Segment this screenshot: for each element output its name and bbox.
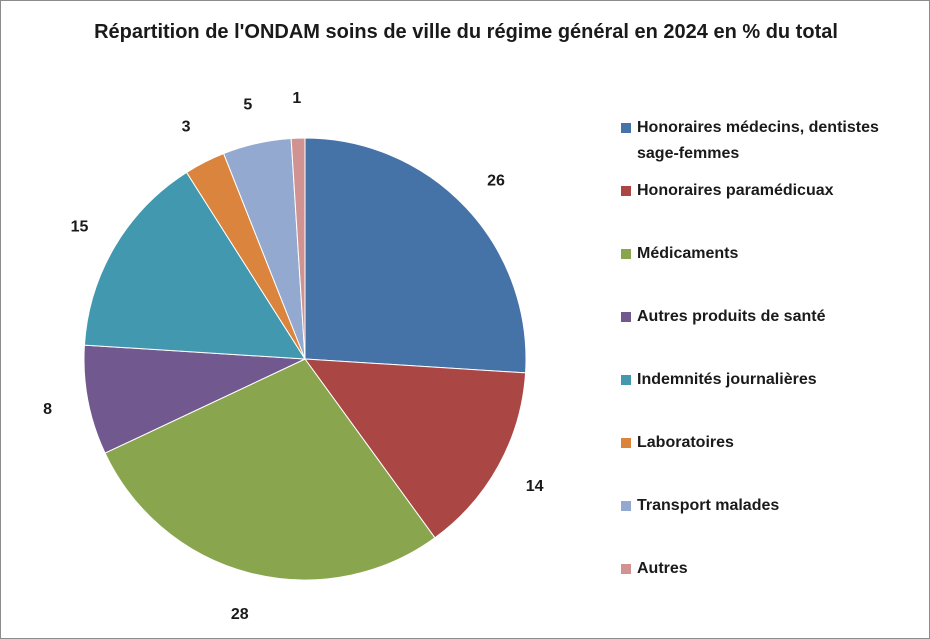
- pie-slice: [290, 137, 306, 360]
- pie-slice: [104, 358, 436, 581]
- data-label: 5: [243, 96, 252, 113]
- data-label: 26: [487, 173, 505, 190]
- legend-label: Honoraires médecins, dentistes sage-femm…: [637, 119, 879, 162]
- legend-swatch: [621, 123, 631, 133]
- legend-swatch: [621, 501, 631, 511]
- legend-label: Transport malades: [637, 497, 780, 514]
- legend-label: Honoraires paramédicuax: [637, 182, 834, 199]
- legend-swatch: [621, 438, 631, 448]
- pie-slices: [83, 137, 527, 581]
- pie-data-labels: 26 14 28 8 15 3 5 1: [43, 90, 543, 623]
- data-label: 3: [182, 119, 191, 136]
- legend-swatch: [621, 375, 631, 385]
- data-label: 28: [231, 606, 249, 623]
- legend-swatch: [621, 186, 631, 196]
- data-label: 8: [43, 401, 52, 418]
- legend-label: Médicaments: [637, 245, 739, 262]
- data-label: 14: [526, 478, 544, 495]
- pie-slice: [303, 358, 527, 539]
- chart-title: Répartition de l'ONDAM soins de ville du…: [94, 21, 838, 43]
- data-label: 15: [71, 219, 89, 236]
- legend-label: Autres: [637, 560, 688, 577]
- legend-swatch: [621, 312, 631, 322]
- pie-slice: [83, 344, 306, 454]
- pie-slice: [304, 137, 527, 374]
- legend-label: Laboratoires: [637, 434, 734, 451]
- legend-label: Indemnités journalières: [637, 371, 817, 388]
- legend-swatch: [621, 249, 631, 259]
- pie-slice: [83, 171, 306, 360]
- legend-swatch: [621, 564, 631, 574]
- legend-label: Autres produits de santé: [637, 308, 826, 325]
- data-label: 1: [292, 90, 301, 107]
